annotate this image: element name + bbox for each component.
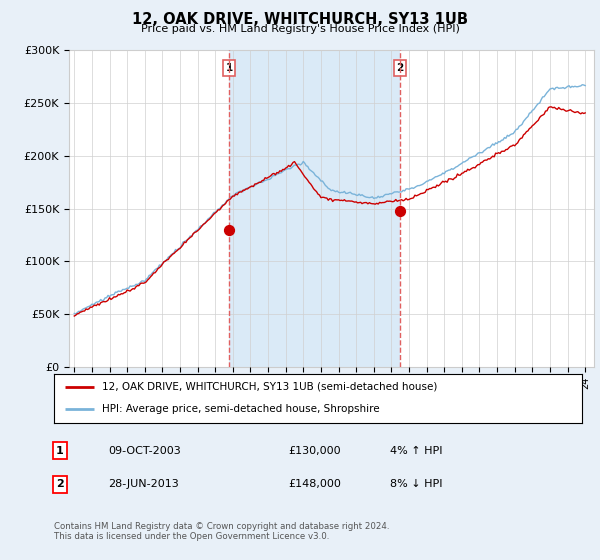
Text: 1: 1 (226, 63, 233, 73)
Bar (229, 50, 400, 367)
Text: £130,000: £130,000 (288, 446, 341, 456)
Text: £148,000: £148,000 (288, 479, 341, 489)
Text: 28-JUN-2013: 28-JUN-2013 (108, 479, 179, 489)
Point (395, 206, 405, 215)
Point (224, 225, 234, 234)
Text: Contains HM Land Registry data © Crown copyright and database right 2024.
This d: Contains HM Land Registry data © Crown c… (54, 522, 389, 542)
Text: Price paid vs. HM Land Registry's House Price Index (HPI): Price paid vs. HM Land Registry's House … (140, 24, 460, 34)
Text: 12, OAK DRIVE, WHITCHURCH, SY13 1UB: 12, OAK DRIVE, WHITCHURCH, SY13 1UB (132, 12, 468, 27)
Text: 2: 2 (56, 479, 64, 489)
Text: 09-OCT-2003: 09-OCT-2003 (108, 446, 181, 456)
Text: 1: 1 (56, 446, 64, 456)
Text: 8% ↓ HPI: 8% ↓ HPI (390, 479, 443, 489)
Text: 4% ↑ HPI: 4% ↑ HPI (390, 446, 443, 456)
Text: 2: 2 (397, 63, 404, 73)
Text: 12, OAK DRIVE, WHITCHURCH, SY13 1UB (semi-detached house): 12, OAK DRIVE, WHITCHURCH, SY13 1UB (sem… (101, 382, 437, 392)
Text: HPI: Average price, semi-detached house, Shropshire: HPI: Average price, semi-detached house,… (101, 404, 379, 414)
